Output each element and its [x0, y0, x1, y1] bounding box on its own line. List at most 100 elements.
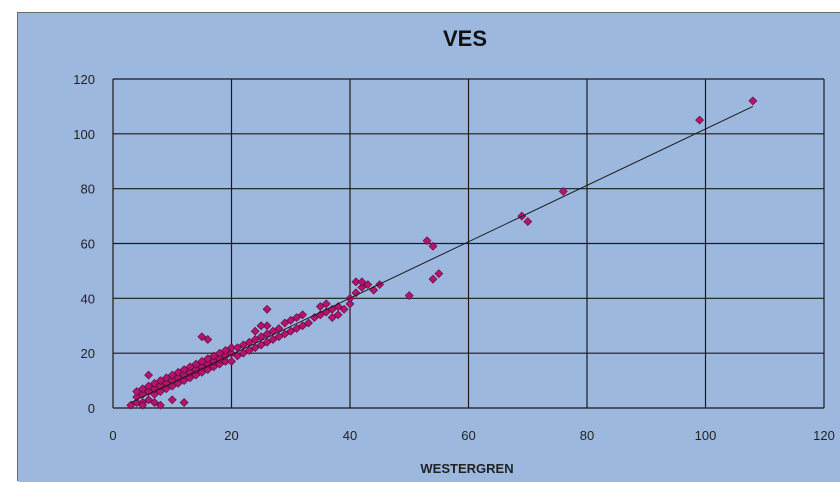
scatter-point [161, 373, 171, 383]
y-tick-label: 0 [88, 401, 95, 416]
scatter-point [422, 236, 432, 246]
scatter-point [203, 335, 213, 344]
scatter-point [179, 370, 189, 380]
scatter-point [233, 351, 242, 361]
scatter-point [191, 359, 201, 369]
scatter-point [256, 340, 266, 350]
scatter-point [227, 356, 236, 366]
x-tick-labels: 0 20 40 60 80 100 120 [109, 428, 834, 443]
scatter-point [197, 332, 207, 342]
scatter-point [558, 186, 568, 196]
scatter-point [197, 367, 207, 377]
scatter-point [179, 365, 189, 375]
scatter-point [126, 400, 136, 410]
scatter-point [209, 356, 219, 366]
scatter-point [221, 356, 230, 366]
scatter-point [215, 348, 225, 358]
scatter-point [203, 354, 213, 364]
scatter-point [292, 324, 302, 333]
scatter-point [197, 362, 207, 372]
scatter-point [434, 269, 444, 279]
scatter-point [292, 313, 302, 322]
scatter-point [215, 359, 225, 369]
y-tick-labels: 0 20 40 60 80 100 120 [73, 72, 95, 416]
scatter-point [144, 370, 153, 380]
scatter-point [167, 395, 177, 405]
scatter-point [280, 329, 290, 339]
scatter-point [238, 348, 248, 358]
x-tick-label: 20 [224, 428, 238, 443]
scatter-point [227, 343, 236, 353]
scatter-point [357, 277, 367, 287]
scatter-point [155, 381, 165, 391]
scatter-point [262, 337, 272, 347]
scatter-point [173, 367, 183, 377]
scatter-point [286, 326, 296, 336]
scatter-point [256, 321, 266, 331]
scatter-point [262, 321, 272, 331]
scatter-point [286, 315, 296, 325]
scatter-point [280, 318, 290, 328]
scatter-point [132, 387, 142, 396]
scatter-point [144, 395, 153, 405]
y-tick-label: 60 [81, 237, 95, 252]
scatter-point [167, 370, 177, 380]
scatter-point [203, 365, 213, 375]
scatter-point [345, 299, 355, 309]
scatter-point [250, 326, 260, 336]
scatter-point [428, 241, 438, 251]
x-tick-label: 80 [580, 428, 594, 443]
scatter-point [185, 367, 195, 377]
scatter-point [138, 384, 148, 394]
scatter-point [298, 310, 308, 320]
x-tick-label: 100 [695, 428, 717, 443]
scatter-point [185, 373, 195, 383]
y-tick-label: 120 [73, 72, 95, 87]
y-tick-label: 80 [81, 182, 95, 197]
scatter-point [138, 400, 148, 410]
scatter-point [262, 304, 272, 314]
scatter-point [357, 282, 367, 292]
x-tick-label: 0 [109, 428, 116, 443]
scatter-point [268, 335, 278, 344]
scatter-point [695, 115, 704, 125]
scatter-point [244, 346, 254, 355]
scatter-point [191, 365, 201, 375]
ves-scatter-chart: VES 0 20 40 60 80 100 120 0 20 40 60 80 100 120 WEST… [18, 13, 840, 482]
scatter-point [339, 304, 349, 314]
scatter-point [197, 356, 207, 366]
x-tick-label: 60 [461, 428, 475, 443]
scatter-point [274, 332, 284, 342]
scatter-point [351, 277, 361, 287]
scatter-point [179, 398, 189, 407]
chart-frame: VES 0 20 40 60 80 100 120 0 20 40 60 80 100 120 WEST… [17, 12, 840, 482]
y-tick-label: 40 [81, 291, 95, 306]
scatter-point [155, 376, 165, 386]
scatter-point [298, 321, 308, 331]
x-tick-label: 120 [813, 428, 835, 443]
trendline [130, 105, 754, 403]
scatter-point [321, 299, 331, 309]
scatter-point [191, 370, 201, 380]
scatter-point [250, 343, 260, 353]
scatter-point [161, 378, 171, 388]
scatter-point [167, 376, 177, 386]
scatter-point [173, 373, 183, 383]
scatter-point [523, 217, 533, 226]
chart-title: VES [443, 26, 487, 51]
scatter-point [327, 313, 337, 322]
scatter-point [209, 351, 219, 361]
gridlines [112, 78, 825, 409]
scatter-point [144, 381, 153, 391]
x-tick-label: 40 [343, 428, 357, 443]
scatter-point [221, 346, 230, 355]
scatter-point [333, 310, 343, 320]
scatter-point [315, 302, 325, 311]
scatter-point [185, 362, 195, 372]
scatter-point [209, 362, 219, 372]
scatter-point [203, 359, 213, 369]
scatter-point [150, 378, 159, 388]
y-tick-label: 20 [81, 346, 95, 361]
scatter-point [363, 280, 373, 290]
x-axis-label: WESTERGREN [420, 461, 513, 476]
